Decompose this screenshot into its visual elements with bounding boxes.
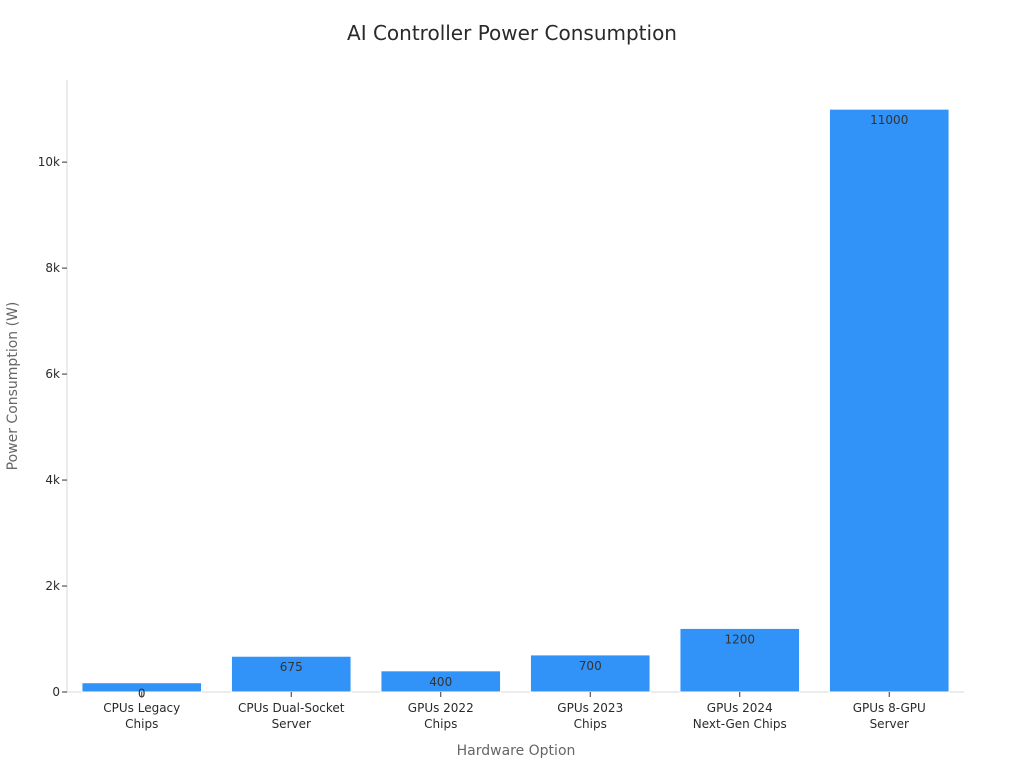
x-tick-label: Chips <box>125 717 158 731</box>
x-tick-label: GPUs 8-GPU <box>853 701 926 715</box>
x-tick-label: GPUs 2023 <box>557 701 623 715</box>
x-tick-label: Chips <box>424 717 457 731</box>
x-tick-label: Server <box>272 717 311 731</box>
bar <box>230 655 352 693</box>
chart-title: AI Controller Power Consumption <box>347 21 677 45</box>
y-tick-label: 10k <box>38 155 60 169</box>
y-tick-label: 6k <box>45 367 60 381</box>
x-tick-label: Chips <box>574 717 607 731</box>
x-tick-label: GPUs 2022 <box>408 701 474 715</box>
x-tick-label: CPUs Legacy <box>103 701 180 715</box>
y-tick-label: 4k <box>45 473 60 487</box>
data-label: 1200 <box>724 632 755 646</box>
bar <box>679 627 801 693</box>
x-tick-label: Next-Gen Chips <box>693 717 787 731</box>
data-label: 400 <box>429 675 452 689</box>
y-tick-label: 0 <box>52 685 60 699</box>
data-label: 700 <box>579 659 602 673</box>
y-tick-label: 8k <box>45 261 60 275</box>
bar <box>828 108 950 693</box>
x-tick-label: CPUs Dual-Socket <box>238 701 345 715</box>
data-label: 11000 <box>870 113 908 127</box>
y-axis-title: Power Consumption (W) <box>5 302 21 471</box>
y-tick-label: 2k <box>45 579 60 593</box>
data-label: 675 <box>280 660 303 674</box>
x-tick-label: Server <box>870 717 909 731</box>
x-axis-title: Hardware Option <box>457 743 576 759</box>
x-tick-label: GPUs 2024 <box>707 701 773 715</box>
